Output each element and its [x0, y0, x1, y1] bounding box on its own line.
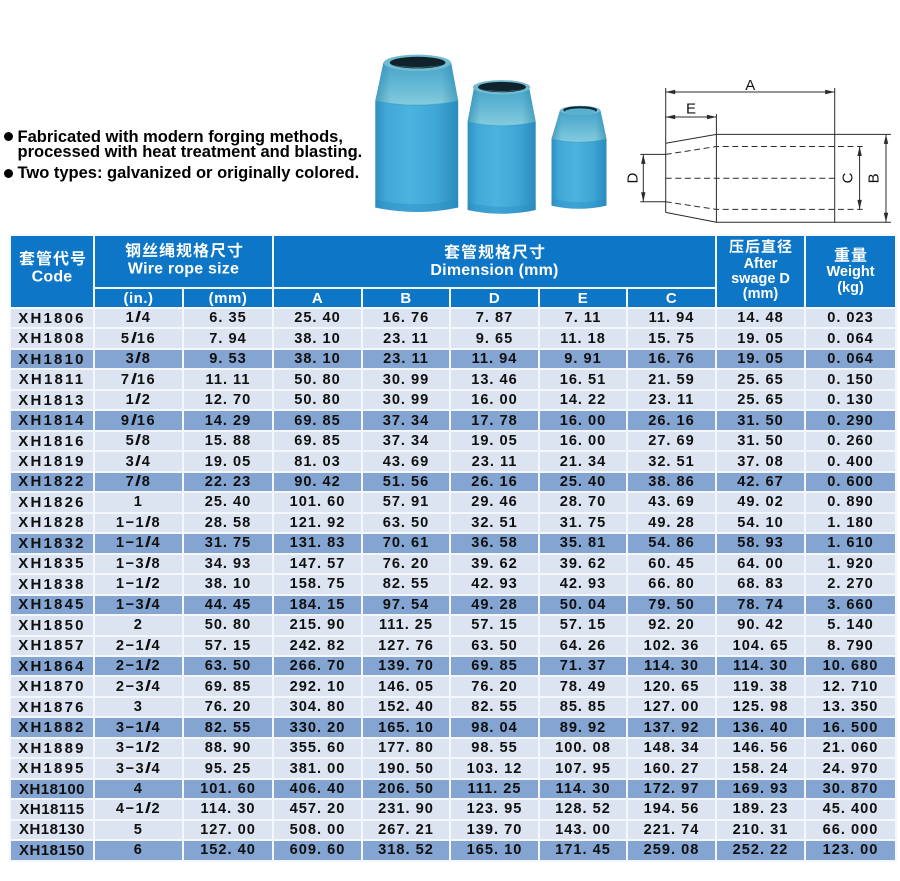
- svg-text:B: B: [866, 173, 883, 183]
- svg-text:A: A: [745, 77, 755, 94]
- svg-text:D: D: [625, 173, 641, 184]
- svg-text:C: C: [840, 172, 857, 183]
- svg-text:E: E: [686, 101, 696, 118]
